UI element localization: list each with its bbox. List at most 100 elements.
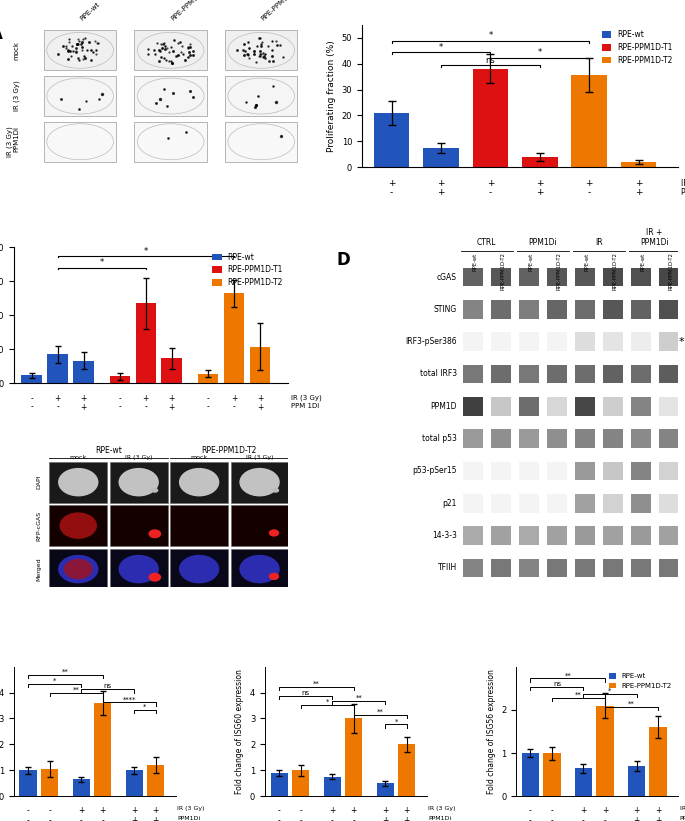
Bar — [603, 429, 623, 448]
Bar — [44, 30, 116, 71]
Bar — [231, 505, 288, 546]
Text: +: + — [153, 806, 159, 815]
Bar — [473, 69, 508, 167]
Bar — [134, 122, 207, 162]
Text: STING: STING — [434, 305, 457, 314]
Bar — [223, 293, 245, 383]
Text: D: D — [337, 250, 351, 268]
Bar — [519, 461, 539, 480]
Bar — [628, 766, 645, 796]
Bar — [522, 753, 539, 796]
Ellipse shape — [239, 468, 279, 497]
Text: mock: mock — [70, 456, 87, 461]
Text: total p53: total p53 — [422, 434, 457, 443]
Bar — [21, 375, 42, 383]
Bar — [575, 429, 595, 448]
Bar — [658, 494, 679, 512]
Bar — [519, 365, 539, 383]
Bar — [162, 359, 182, 383]
Bar — [44, 76, 116, 116]
Bar — [575, 558, 595, 577]
Ellipse shape — [58, 555, 99, 584]
Text: -: - — [207, 394, 210, 403]
Text: -: - — [79, 817, 82, 821]
Ellipse shape — [47, 32, 114, 68]
Text: IR (3 Gy): IR (3 Gy) — [177, 806, 205, 811]
Bar — [631, 268, 651, 287]
Text: +: + — [437, 179, 445, 188]
Ellipse shape — [228, 32, 295, 68]
Text: cGAS: cGAS — [437, 273, 457, 282]
Text: +: + — [153, 817, 159, 821]
Bar — [603, 300, 623, 319]
Bar — [649, 727, 667, 796]
Ellipse shape — [179, 468, 219, 497]
Text: RPE-PPM1D-T2: RPE-PPM1D-T2 — [612, 252, 618, 291]
Text: *: * — [100, 259, 104, 268]
Bar — [94, 703, 111, 796]
Bar — [543, 753, 560, 796]
Bar — [490, 429, 511, 448]
Bar — [171, 461, 228, 502]
Bar — [377, 783, 394, 796]
Text: RPE-PPM1D-T1: RPE-PPM1D-T1 — [170, 0, 211, 22]
Ellipse shape — [119, 555, 159, 584]
Text: mock: mock — [190, 456, 208, 461]
Bar — [519, 300, 539, 319]
Text: +: + — [655, 817, 661, 821]
Ellipse shape — [47, 124, 114, 160]
Text: RPE-PPM1D-T2: RPE-PPM1D-T2 — [669, 252, 673, 291]
Ellipse shape — [239, 555, 279, 584]
Text: +: + — [131, 817, 138, 821]
Text: -: - — [331, 817, 334, 821]
Text: CTRL: CTRL — [477, 238, 497, 247]
Bar — [225, 30, 297, 71]
Bar — [522, 157, 558, 167]
Text: +: + — [635, 188, 643, 197]
Text: ns: ns — [301, 690, 310, 695]
Bar — [110, 505, 168, 546]
Bar — [631, 558, 651, 577]
Text: +: + — [403, 806, 410, 815]
Bar — [463, 300, 483, 319]
Text: +: + — [437, 188, 445, 197]
Bar — [490, 365, 511, 383]
Bar — [575, 461, 595, 480]
Text: IR (3Gy): IR (3Gy) — [681, 179, 685, 188]
Text: RPE-wt: RPE-wt — [640, 252, 646, 271]
Bar — [547, 494, 566, 512]
Bar — [631, 461, 651, 480]
Bar — [547, 397, 566, 415]
Bar — [490, 300, 511, 319]
Text: +: + — [80, 402, 87, 411]
Text: p21: p21 — [443, 499, 457, 508]
Bar — [631, 365, 651, 383]
Bar — [658, 268, 679, 287]
Bar — [490, 526, 511, 545]
Bar — [398, 745, 416, 796]
Bar — [519, 526, 539, 545]
Text: RPE-PPM1D-T2: RPE-PPM1D-T2 — [501, 252, 506, 291]
Bar — [575, 494, 595, 512]
Ellipse shape — [269, 530, 279, 537]
Bar — [658, 300, 679, 319]
Text: +: + — [142, 394, 149, 403]
Bar — [463, 397, 483, 415]
Text: mock: mock — [14, 41, 20, 60]
Bar — [575, 397, 595, 415]
Text: IR (3 Gy): IR (3 Gy) — [680, 806, 685, 811]
Ellipse shape — [137, 78, 204, 114]
Bar — [19, 770, 36, 796]
Ellipse shape — [149, 573, 161, 582]
Bar — [547, 429, 566, 448]
Text: *: * — [439, 43, 443, 52]
Text: **: ** — [564, 672, 571, 678]
Ellipse shape — [64, 559, 92, 580]
Bar — [110, 461, 168, 502]
Text: -: - — [390, 188, 393, 197]
Bar — [49, 548, 107, 589]
Bar — [423, 148, 459, 167]
Text: +: + — [536, 188, 544, 197]
Ellipse shape — [272, 488, 279, 493]
Text: +: + — [55, 394, 61, 403]
